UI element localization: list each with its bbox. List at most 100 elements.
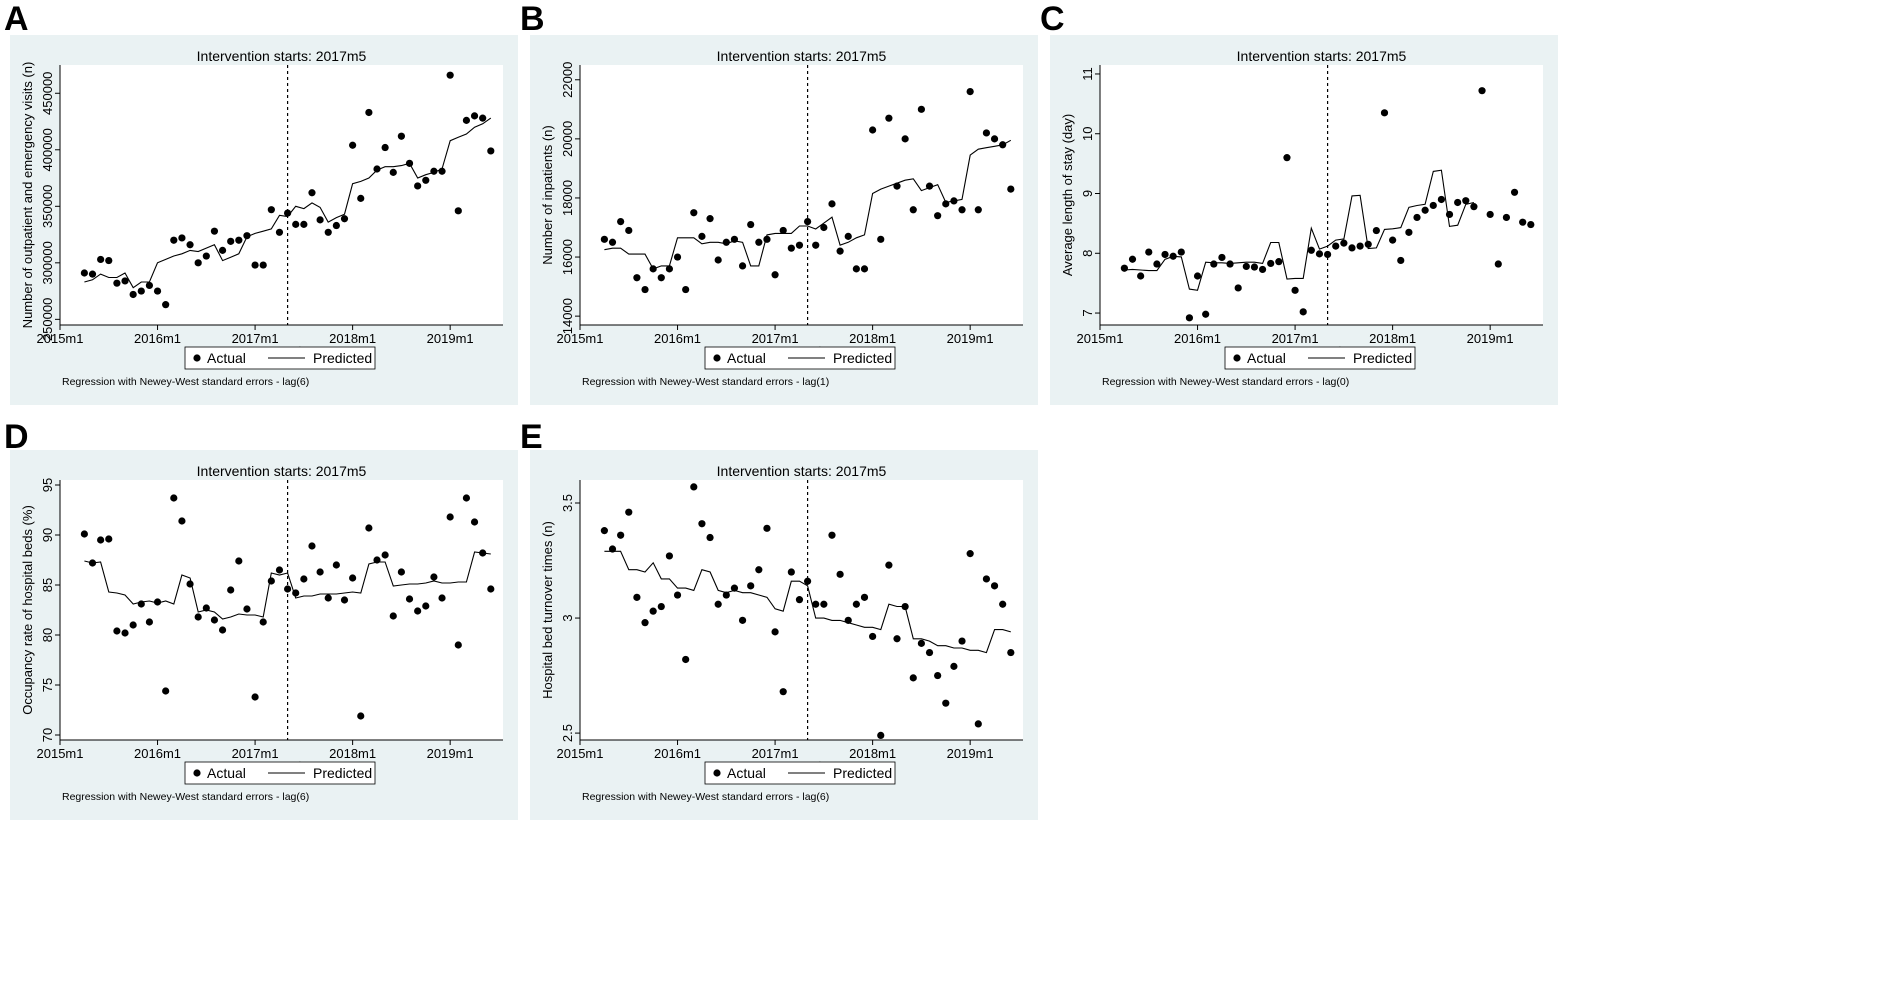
actual-point bbox=[454, 207, 462, 215]
actual-point bbox=[1372, 226, 1380, 235]
legend-predicted-label: Predicted bbox=[1353, 350, 1412, 366]
y-tick-label: 95 bbox=[40, 478, 55, 492]
actual-point bbox=[682, 285, 690, 294]
actual-point bbox=[105, 535, 113, 543]
x-tick-label: 2019m1 bbox=[427, 331, 474, 346]
actual-point bbox=[1348, 244, 1356, 252]
actual-point bbox=[1210, 260, 1218, 268]
actual-point bbox=[673, 591, 682, 599]
y-tick-label: 11 bbox=[1080, 67, 1095, 81]
actual-point bbox=[227, 586, 235, 594]
legend-predicted-label: Predicted bbox=[313, 765, 372, 781]
actual-point bbox=[373, 165, 381, 173]
actual-point bbox=[1315, 250, 1324, 258]
chart-title: Intervention starts: 2017m5 bbox=[717, 463, 887, 479]
panel-label-e: E bbox=[520, 418, 543, 456]
actual-point bbox=[665, 552, 674, 560]
y-tick-label: 9 bbox=[1080, 190, 1095, 197]
actual-point bbox=[1323, 250, 1332, 259]
actual-point bbox=[275, 566, 284, 574]
actual-point bbox=[153, 287, 162, 295]
actual-point bbox=[600, 235, 608, 243]
y-tick-label: 450000 bbox=[40, 72, 55, 115]
actual-point bbox=[194, 613, 202, 621]
actual-point bbox=[844, 616, 852, 624]
actual-point bbox=[1128, 255, 1137, 263]
actual-point bbox=[641, 285, 649, 294]
actual-point bbox=[706, 215, 714, 223]
chart-svg: Intervention starts: 2017m5 2015m1 2016m1 2… bbox=[20, 48, 503, 388]
actual-point bbox=[649, 265, 657, 273]
actual-point bbox=[950, 662, 958, 670]
actual-point bbox=[682, 655, 690, 664]
actual-point bbox=[641, 619, 649, 627]
actual-point bbox=[487, 585, 495, 593]
actual-point bbox=[747, 582, 755, 590]
panel-label-d: D bbox=[4, 418, 29, 456]
footnote: Regression with Newey-West standard erro… bbox=[62, 376, 309, 388]
actual-point bbox=[608, 238, 617, 246]
actual-point bbox=[714, 256, 722, 264]
actual-point bbox=[812, 600, 820, 608]
actual-point bbox=[267, 206, 275, 214]
y-tick-label: 3.5 bbox=[560, 494, 575, 512]
actual-point bbox=[137, 287, 145, 295]
x-tick-label: 2017m1 bbox=[752, 331, 799, 346]
actual-point bbox=[292, 589, 300, 597]
actual-point bbox=[999, 141, 1007, 149]
actual-point bbox=[1454, 198, 1462, 207]
y-tick-label: 2.5 bbox=[560, 724, 575, 742]
panel-label-c: C bbox=[1040, 0, 1065, 38]
panel-label-a: A bbox=[4, 0, 29, 38]
actual-point bbox=[422, 176, 430, 184]
actual-point bbox=[852, 600, 860, 608]
y-tick-label: 20000 bbox=[560, 121, 575, 157]
actual-point bbox=[405, 595, 414, 603]
legend-predicted-label: Predicted bbox=[833, 350, 892, 366]
actual-point bbox=[755, 238, 763, 246]
actual-point bbox=[755, 566, 763, 574]
y-tick-label: 300000 bbox=[40, 241, 55, 284]
actual-point bbox=[869, 632, 877, 641]
actual-point bbox=[1226, 260, 1234, 268]
actual-point bbox=[88, 559, 97, 567]
actual-point bbox=[1429, 201, 1437, 210]
actual-point bbox=[747, 220, 755, 229]
x-tick-label: 2019m1 bbox=[1467, 331, 1514, 346]
actual-point bbox=[162, 301, 170, 309]
actual-point bbox=[885, 561, 893, 569]
actual-point bbox=[308, 189, 316, 197]
actual-point bbox=[982, 129, 991, 137]
x-tick-label: 2016m1 bbox=[1174, 331, 1221, 346]
y-tick-label: 22000 bbox=[560, 62, 575, 98]
actual-point bbox=[1527, 220, 1535, 229]
legend-actual-marker bbox=[1233, 354, 1241, 362]
actual-point bbox=[243, 232, 251, 240]
actual-point bbox=[763, 235, 771, 243]
actual-point bbox=[917, 105, 925, 113]
y-tick-label: 80 bbox=[40, 628, 55, 642]
actual-point bbox=[1242, 262, 1250, 271]
chart-svg: Intervention starts: 2017m5 2015m1 2016m1 2… bbox=[20, 463, 503, 803]
actual-point bbox=[283, 585, 292, 593]
y-tick-label: 400000 bbox=[40, 128, 55, 171]
actual-point bbox=[893, 182, 901, 190]
chart-svg: Intervention starts: 2017m5 2015m1 2016m1 2… bbox=[1060, 48, 1543, 388]
actual-point bbox=[869, 126, 877, 134]
actual-point bbox=[308, 542, 316, 550]
actual-point bbox=[1145, 248, 1153, 256]
actual-point bbox=[1193, 272, 1202, 280]
actual-point bbox=[1258, 265, 1267, 274]
predicted-line bbox=[604, 139, 1012, 270]
predicted-line bbox=[604, 550, 1011, 654]
actual-point bbox=[1413, 213, 1421, 222]
actual-point bbox=[1161, 250, 1169, 259]
actual-point bbox=[357, 712, 365, 720]
actual-point bbox=[633, 274, 641, 282]
actual-point bbox=[1356, 242, 1364, 250]
actual-point bbox=[1169, 252, 1177, 260]
actual-point bbox=[617, 531, 625, 539]
actual-point bbox=[251, 693, 259, 701]
actual-point bbox=[649, 607, 657, 615]
actual-point bbox=[349, 574, 357, 582]
